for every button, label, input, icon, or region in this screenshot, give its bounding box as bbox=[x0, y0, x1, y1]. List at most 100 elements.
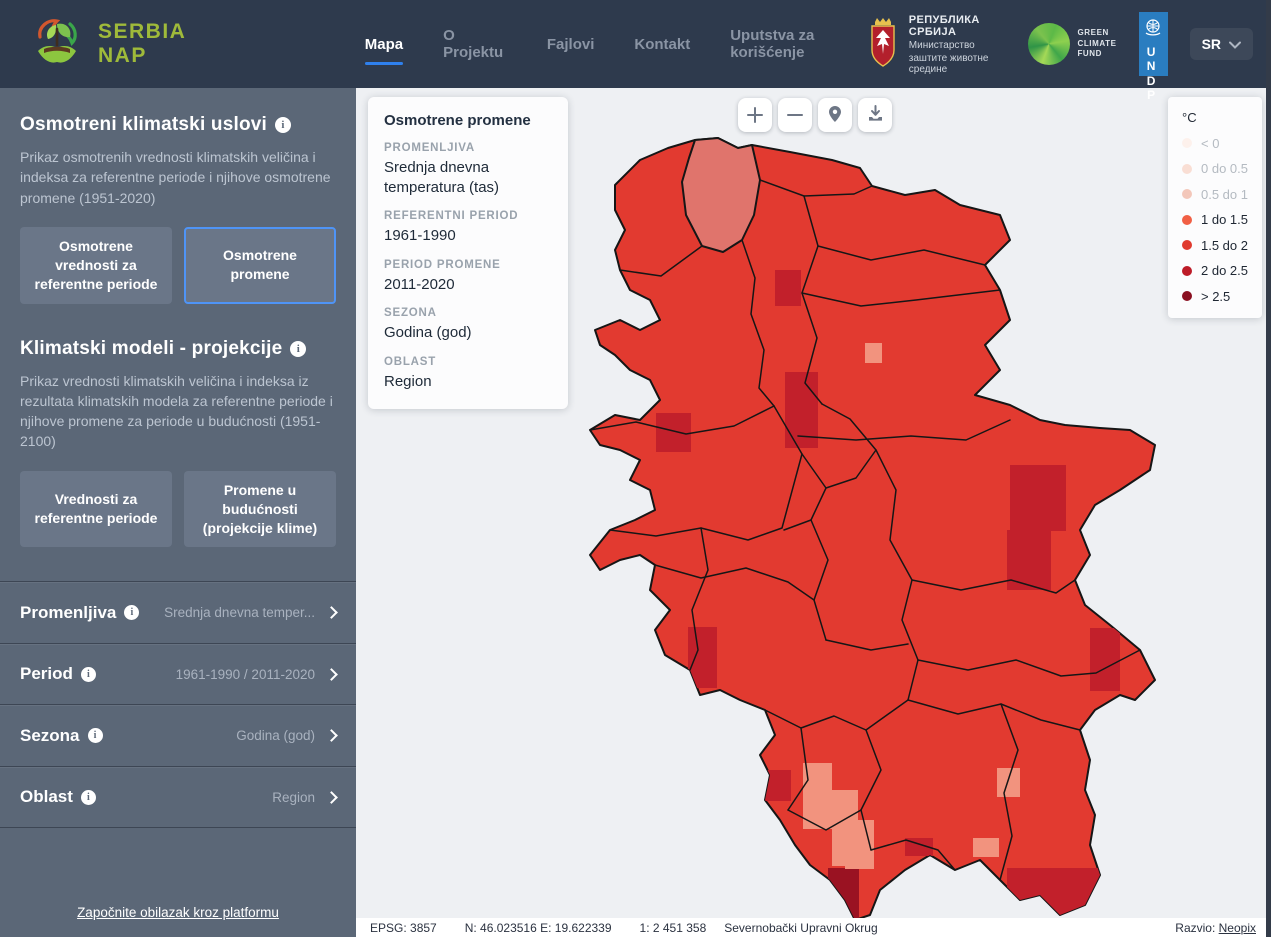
info-card-value: 2011-2020 bbox=[384, 275, 455, 293]
legend-item: 1 do 1.5 bbox=[1182, 212, 1248, 227]
gcf-line2: CLIMATE bbox=[1077, 38, 1117, 48]
map-controls bbox=[738, 98, 892, 132]
green-climate-fund-logo: GREEN CLIMATE FUND bbox=[1028, 23, 1116, 65]
section-models-title: Klimatski modeli - projekcije i bbox=[20, 338, 336, 360]
nav-item-o-projektu[interactable]: O Projektu bbox=[443, 27, 504, 61]
main-nav: Mapa O Projektu Fajlovi Kontakt Uputstva… bbox=[364, 17, 867, 71]
location-pin-icon bbox=[827, 105, 843, 126]
ministry-line1: РЕПУБЛИКА СРБИЈА bbox=[908, 13, 980, 38]
observed-values-button[interactable]: Osmotrene vrednosti za referentne period… bbox=[20, 226, 172, 304]
raster-dark-cells bbox=[656, 270, 1123, 918]
statusbar-epsg: EPSG: 3857 bbox=[370, 920, 437, 935]
filter-accordion: Promenljiva i Srednja dnevna temper... P… bbox=[0, 581, 356, 829]
serbia-coat-of-arms-icon bbox=[867, 16, 899, 73]
legend-color-dot bbox=[1182, 291, 1192, 301]
legend-item: 0 do 0.5 bbox=[1182, 161, 1248, 176]
filter-row-period[interactable]: Period i 1961-1990 / 2011-2020 bbox=[0, 644, 356, 706]
filter-value: Godina (god) bbox=[236, 728, 315, 744]
section-models-title-text: Klimatski modeli - projekcije bbox=[20, 337, 283, 359]
nav-item-mapa[interactable]: Mapa bbox=[364, 26, 404, 65]
nav-item-uputstva[interactable]: Uputstva za korišćenje bbox=[730, 27, 815, 61]
info-card-title: Osmotrene promene bbox=[384, 112, 531, 129]
logo-plant-hand-icon bbox=[30, 15, 84, 74]
model-future-changes-button[interactable]: Promene u budućnosti (projekcije klime) bbox=[184, 470, 336, 548]
map-canvas[interactable] bbox=[356, 88, 1266, 918]
info-icon[interactable]: i bbox=[124, 605, 140, 621]
info-card-value: Region bbox=[384, 372, 432, 390]
legend-item: 0.5 do 1 bbox=[1182, 187, 1248, 202]
filter-row-oblast[interactable]: Oblast i Region bbox=[0, 767, 356, 829]
info-icon[interactable]: i bbox=[80, 789, 96, 805]
legend-color-dot bbox=[1182, 163, 1192, 174]
un-emblem-icon bbox=[1143, 17, 1163, 42]
legend-color-dot bbox=[1182, 138, 1192, 148]
info-card-value: Srednja dnevna temperatura (tas) bbox=[384, 159, 500, 196]
zoom-in-button[interactable] bbox=[738, 98, 772, 132]
map-pane: Osmotrene promene PROMENLJIVA Srednja dn… bbox=[356, 88, 1266, 918]
page-scrollbar[interactable] bbox=[1266, 0, 1271, 937]
filter-value: Srednja dnevna temper... bbox=[164, 605, 315, 621]
filter-row-promenljiva[interactable]: Promenljiva i Srednja dnevna temper... bbox=[0, 582, 356, 644]
statusbar-scale: 1: 2 451 358 bbox=[639, 920, 707, 935]
info-icon[interactable]: i bbox=[80, 666, 96, 682]
info-icon[interactable]: i bbox=[275, 117, 292, 133]
download-icon bbox=[867, 105, 884, 125]
district-borders bbox=[590, 179, 1141, 881]
filter-label: Period bbox=[20, 664, 73, 684]
district-severnobacki[interactable] bbox=[681, 137, 761, 253]
section-observed-title: Osmotreni klimatski uslovi i bbox=[20, 114, 336, 136]
legend-item: > 2.5 bbox=[1182, 289, 1248, 304]
header-partner-logos: РЕПУБЛИКА СРБИЈА Министарство заштите жи… bbox=[867, 12, 1254, 102]
info-icon[interactable]: i bbox=[87, 728, 103, 744]
download-map-button[interactable] bbox=[858, 98, 892, 132]
gcf-line1: GREEN bbox=[1077, 28, 1109, 38]
nav-item-fajlovi[interactable]: Fajlovi bbox=[546, 35, 595, 53]
app-logo[interactable]: SERBIA NAP bbox=[30, 15, 227, 74]
observed-changes-button[interactable]: Osmotrene promene bbox=[184, 226, 336, 304]
nav-item-kontakt[interactable]: Kontakt bbox=[634, 35, 691, 53]
logo-text: SERBIA NAP bbox=[98, 20, 186, 67]
section-observed-title-text: Osmotreni klimatski uslovi bbox=[20, 114, 268, 135]
legend-item: 2 do 2.5 bbox=[1182, 263, 1248, 278]
credit-label: Razvio: bbox=[1175, 920, 1219, 935]
ministry-line2: Министарство bbox=[908, 39, 975, 51]
undp-line1: U N bbox=[1146, 45, 1160, 74]
legend-color-dot bbox=[1182, 214, 1192, 225]
info-card-label: SEZONA bbox=[384, 307, 437, 319]
start-tour-link[interactable]: Započnite obilazak kroz platformu bbox=[77, 905, 279, 920]
map-info-card: Osmotrene promene PROMENLJIVA Srednja dn… bbox=[368, 97, 568, 409]
filter-row-sezona[interactable]: Sezona i Godina (god) bbox=[0, 705, 356, 767]
info-card-label: PERIOD PROMENE bbox=[384, 258, 501, 271]
filter-value: Region bbox=[272, 789, 315, 805]
chevron-right-icon bbox=[325, 606, 338, 620]
statusbar-hovered-district: Severnobački Upravni Okrug bbox=[724, 920, 878, 935]
statusbar-credit: Razvio: Neopix bbox=[1175, 921, 1256, 935]
plus-icon bbox=[747, 107, 763, 123]
section-observed-climate: Osmotreni klimatski uslovi i Prikaz osmo… bbox=[0, 88, 356, 324]
zoom-out-button[interactable] bbox=[778, 98, 812, 132]
info-card-label: OBLAST bbox=[384, 355, 437, 368]
model-reference-values-button[interactable]: Vrednosti za referentne periode bbox=[20, 470, 172, 548]
info-card-value: 1961-1990 bbox=[384, 227, 456, 244]
sidebar: Osmotreni klimatski uslovi i Prikaz osmo… bbox=[0, 88, 356, 937]
neopix-link[interactable]: Neopix bbox=[1218, 920, 1256, 935]
serbia-country-shape[interactable] bbox=[589, 137, 1156, 918]
chevron-down-icon bbox=[1229, 36, 1242, 52]
filter-label: Sezona bbox=[20, 725, 80, 745]
locate-button[interactable] bbox=[818, 98, 852, 132]
map-statusbar: EPSG: 3857 N: 46.023516 E: 19.622339 1: … bbox=[356, 918, 1266, 937]
gcf-line3: FUND bbox=[1077, 49, 1103, 59]
filter-label: Oblast bbox=[20, 787, 73, 807]
language-selector[interactable]: SR bbox=[1189, 28, 1254, 60]
filter-label: Promenljiva bbox=[20, 602, 117, 622]
section-models-description: Prikaz vrednosti klimatskih veličina i i… bbox=[20, 372, 333, 450]
legend-title: °C bbox=[1182, 110, 1197, 125]
ministry-logo: РЕПУБЛИКА СРБИЈА Министарство заштите жи… bbox=[867, 14, 1007, 75]
legend-color-dot bbox=[1182, 265, 1192, 276]
map-legend: °C < 0 0 do 0.5 0.5 do 1 1 do 1.5 1.5 do… bbox=[1168, 97, 1262, 318]
language-current: SR bbox=[1201, 36, 1222, 52]
undp-logo: U N D P bbox=[1138, 12, 1168, 102]
header: SERBIA NAP Mapa O Projektu Fajlovi Konta… bbox=[0, 0, 1271, 102]
statusbar-coordinates: N: 46.023516 E: 19.622339 bbox=[464, 920, 612, 935]
info-icon[interactable]: i bbox=[290, 340, 307, 357]
